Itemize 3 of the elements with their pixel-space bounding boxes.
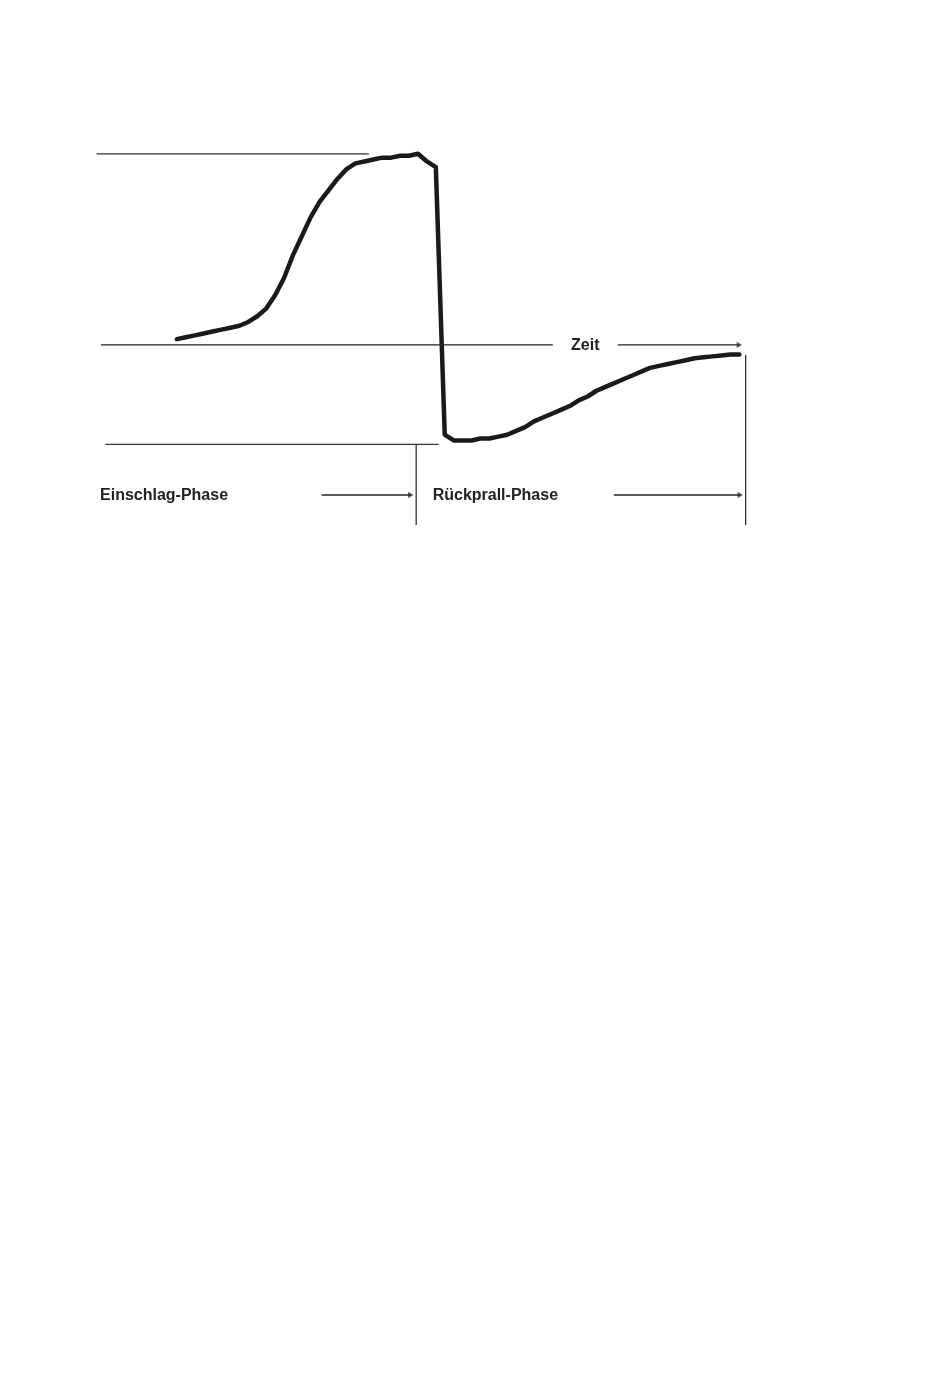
x-axis-title: Zeit <box>571 335 601 353</box>
text: Einschlag-Phase <box>100 486 229 503</box>
text: Rückprall-Phase <box>432 486 559 503</box>
